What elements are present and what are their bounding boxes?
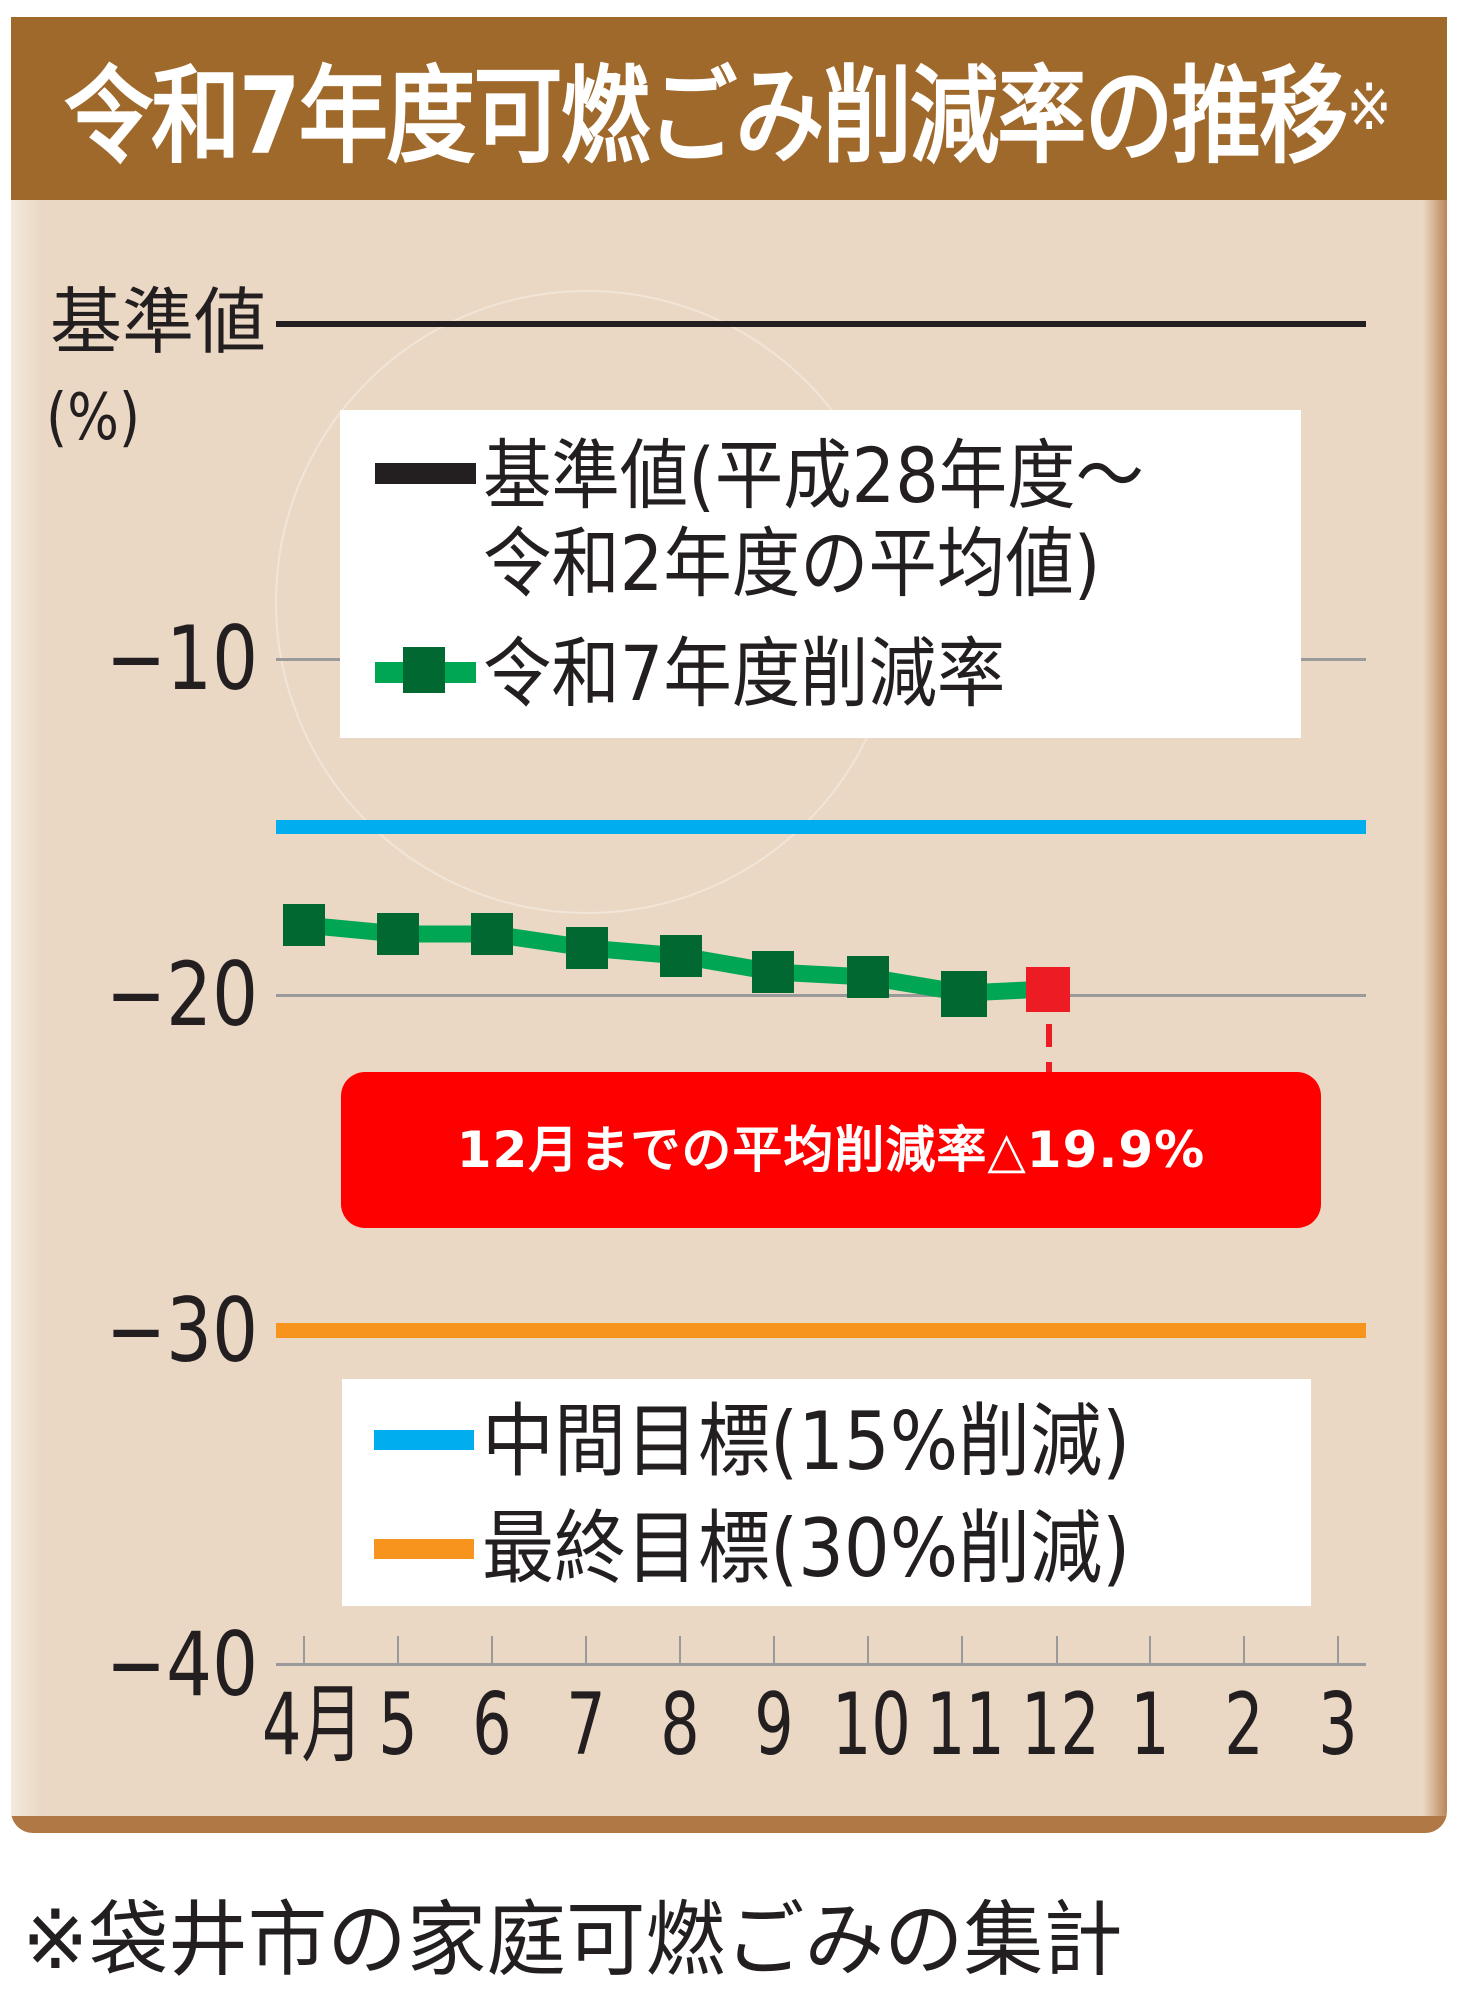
x-tick [397, 1636, 399, 1664]
y-tick-label: −40 [105, 1613, 258, 1716]
x-tick-label: 3 [1318, 1675, 1358, 1775]
x-tick-label: 8 [660, 1675, 700, 1775]
x-tick-label: 11 [926, 1675, 1005, 1775]
data-point-nov[interactable] [941, 971, 987, 1017]
data-point-oct[interactable] [847, 956, 889, 998]
callout-text: 12月までの平均削減率△19.9% [456, 1121, 1206, 1179]
legend-top: 基準値(平成28年度〜 令和2年度の平均値) 令和7年度削減率 [340, 410, 1301, 738]
legend-interim-label: 中間目標(15%削減) [482, 1395, 1131, 1488]
legend-final-label: 最終目標(30%削減) [482, 1502, 1131, 1595]
x-tick [867, 1636, 869, 1664]
y-tick-label: −20 [105, 943, 258, 1046]
panel-bottom-band [11, 1816, 1447, 1833]
data-point-dec[interactable] [1026, 967, 1070, 1012]
interim-target-line [276, 820, 1366, 834]
x-tick [303, 1636, 305, 1664]
x-tick-label: 5 [378, 1675, 418, 1775]
x-tick [585, 1636, 587, 1664]
x-tick [491, 1636, 493, 1664]
data-point-jun[interactable] [471, 913, 513, 955]
data-point-aug[interactable] [660, 935, 702, 977]
chart-title-text: 令和7年度可燃ごみ削減率の推移 [64, 55, 1348, 179]
x-tick-label: 7 [566, 1675, 606, 1775]
x-tick [1337, 1636, 1339, 1664]
x-tick-label: 10 [832, 1675, 911, 1775]
legend-series-label: 令和7年度削減率 [483, 629, 1006, 718]
panel-edge-highlight [11, 200, 41, 1833]
title-bar [11, 17, 1447, 200]
unit-label: (%) [46, 381, 141, 455]
x-tick [1149, 1636, 1151, 1664]
x-tick-label: 12 [1021, 1675, 1100, 1775]
x-tick-label: 9 [754, 1675, 794, 1775]
legend-interim-swatch [374, 1430, 474, 1450]
x-tick-label: 1 [1130, 1675, 1170, 1775]
data-point-jul[interactable] [566, 927, 608, 969]
final-target-line [276, 1323, 1366, 1338]
x-tick [679, 1636, 681, 1664]
x-tick [961, 1636, 963, 1664]
y-tick-label: −10 [105, 607, 258, 710]
x-axis-line [276, 1663, 1366, 1666]
x-tick-label: 4月 [262, 1675, 364, 1775]
legend-baseline-swatch [375, 463, 476, 484]
gridline-minus-20 [276, 994, 1366, 997]
legend-series-marker-swatch [403, 647, 445, 693]
data-point-apr[interactable] [283, 904, 325, 946]
data-point-may[interactable] [377, 913, 419, 955]
x-tick [1056, 1636, 1058, 1664]
legend-final-swatch [374, 1539, 474, 1559]
note-mark: ※ [1346, 70, 1392, 146]
x-tick [1243, 1636, 1245, 1664]
callout-connector-dash [1046, 1062, 1052, 1072]
x-tick [773, 1636, 775, 1664]
average-reduction-callout: 12月までの平均削減率△19.9% [341, 1072, 1321, 1228]
panel-edge-shadow [1423, 200, 1447, 1833]
footnote: ※袋井市の家庭可燃ごみの集計 [22, 1893, 1123, 1988]
legend-baseline-label-line2: 令和2年度の平均値) [483, 519, 1101, 608]
legend-baseline-label-line1: 基準値(平成28年度〜 [483, 431, 1144, 520]
legend-bottom: 中間目標(15%削減) 最終目標(30%削減) [342, 1379, 1311, 1606]
x-tick-label: 2 [1224, 1675, 1264, 1775]
baseline-reference-line [276, 321, 1366, 327]
chart-title: 令和7年度可燃ごみ削減率の推移※ [64, 37, 1392, 198]
baseline-axis-label: 基準値 [50, 280, 267, 364]
x-tick-label: 6 [472, 1675, 512, 1775]
y-tick-label: −30 [105, 1279, 258, 1382]
data-point-sep[interactable] [752, 951, 794, 993]
callout-connector-dash [1046, 1024, 1052, 1047]
